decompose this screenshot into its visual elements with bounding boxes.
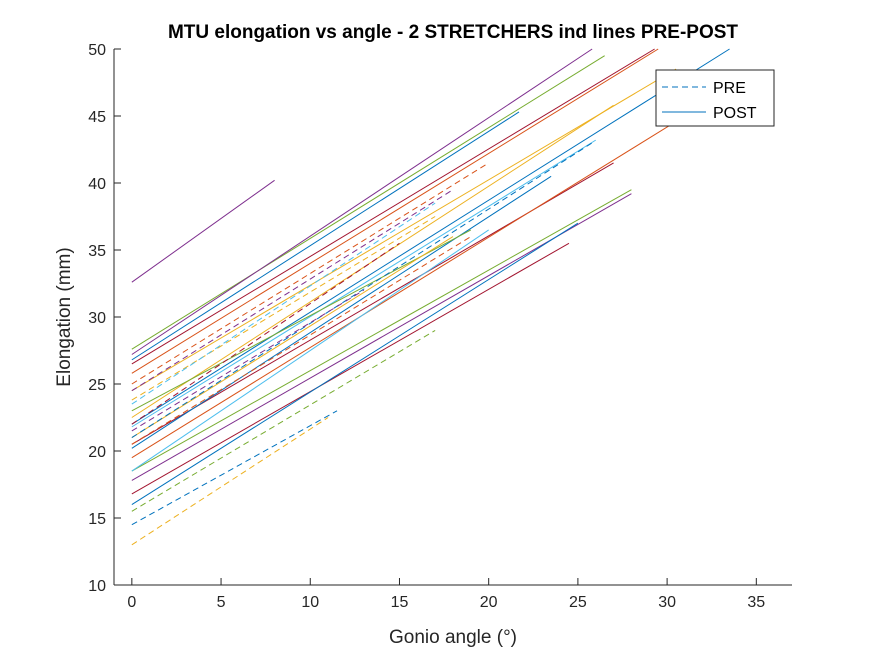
legend-pre-label: PRE [713, 80, 746, 97]
series-line-post-9 [131, 139, 597, 428]
plot-area [114, 49, 792, 585]
x-tick-label: 25 [569, 594, 587, 611]
y-tick-label: 25 [88, 377, 106, 394]
series-line-post-0 [131, 179, 275, 283]
series-line-post-16 [131, 222, 579, 506]
x-tick-label: 15 [391, 594, 409, 611]
series-line-pre-22 [131, 216, 436, 401]
series-line-post-6 [131, 68, 677, 392]
y-axis-label: Elongation (mm) [54, 247, 75, 386]
series-line-post-2 [131, 48, 593, 355]
series-line-post-3 [131, 48, 655, 365]
legend-box [655, 69, 775, 127]
series-line-pre-21 [131, 189, 454, 392]
legend: PRE POST [655, 69, 775, 127]
series-line-post-1 [131, 55, 605, 350]
series-line-pre-29 [131, 417, 329, 546]
series-line-pre-30 [131, 289, 365, 432]
y-tick-label: 45 [88, 109, 106, 126]
series-line-post-4 [131, 111, 520, 361]
y-tick-label: 40 [88, 176, 106, 193]
series-line-pre-25 [131, 242, 400, 425]
legend-post-label: POST [713, 105, 757, 122]
y-tick-label: 20 [88, 444, 106, 461]
series-line-post-15 [131, 242, 570, 495]
series-line-pre-26 [131, 236, 472, 445]
series-line-post-5 [131, 48, 659, 374]
series-line-post-19 [131, 236, 454, 439]
y-tick-label: 15 [88, 511, 106, 528]
series-line-post-7 [131, 48, 730, 425]
series-layer [131, 48, 730, 546]
y-tick-label: 50 [88, 42, 106, 59]
y-tick-label: 30 [88, 310, 106, 327]
axes-layer: 0 5 10 15 20 25 30 35 10 15 20 25 30 35 40 45 50 [88, 42, 792, 611]
x-axis-label: Gonio angle (°) [389, 627, 517, 648]
y-tick-label: 10 [88, 578, 106, 595]
series-line-pre-27 [131, 410, 338, 526]
series-line-post-12 [131, 175, 552, 449]
series-line-pre-23 [131, 142, 593, 439]
chart-title: MTU elongation vs angle - 2 STRETCHERS i… [168, 22, 738, 43]
series-line-post-13 [131, 189, 632, 472]
x-tick-label: 10 [301, 594, 319, 611]
x-tick-label: 20 [480, 594, 498, 611]
series-line-pre-24 [131, 202, 436, 405]
x-tick-label: 0 [127, 594, 136, 611]
series-line-post-11 [131, 115, 686, 459]
x-tick-label: 30 [658, 594, 676, 611]
series-line-pre-28 [131, 329, 436, 512]
series-line-post-18 [131, 229, 489, 472]
y-tick-label: 35 [88, 243, 106, 260]
series-line-post-17 [131, 229, 472, 412]
x-tick-label: 35 [747, 594, 765, 611]
x-tick-label: 5 [217, 594, 226, 611]
